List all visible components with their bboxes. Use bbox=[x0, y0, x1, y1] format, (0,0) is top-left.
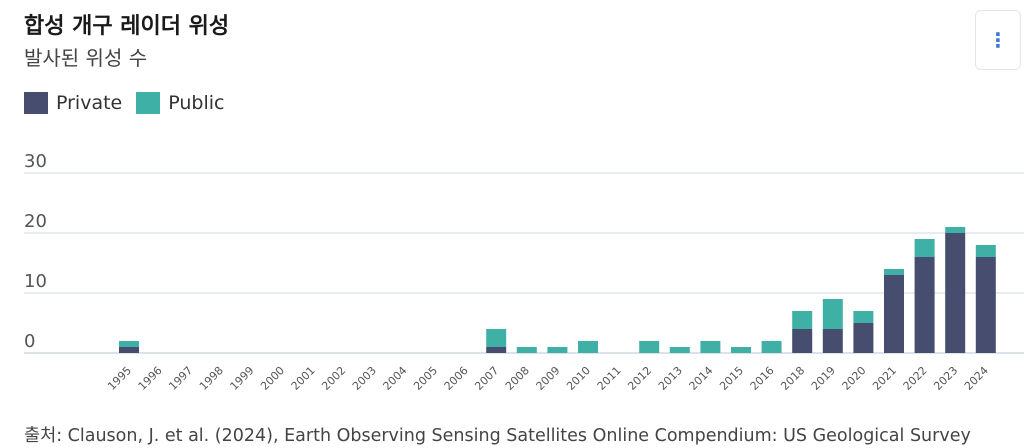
bar-public-2012 bbox=[639, 341, 660, 353]
bar-public-2013 bbox=[669, 347, 690, 353]
x-tick-label-2022: 2022 bbox=[901, 364, 930, 393]
bar-public-2009 bbox=[547, 347, 568, 353]
bar-public-2007 bbox=[486, 329, 507, 347]
legend-item-private[interactable]: Private bbox=[24, 92, 122, 114]
x-tick-label-2021: 2021 bbox=[870, 364, 899, 393]
bar-public-1995 bbox=[119, 341, 139, 347]
x-tick-label-2005: 2005 bbox=[411, 364, 440, 393]
x-tick-label-2015: 2015 bbox=[717, 364, 746, 393]
chart-legend: Private Public bbox=[24, 92, 224, 114]
bar-public-2014 bbox=[700, 341, 721, 353]
bar-private-2019 bbox=[822, 329, 843, 353]
bar-private-2020 bbox=[853, 323, 874, 353]
x-tick-label-2020: 2020 bbox=[840, 364, 869, 393]
x-tick-label-2002: 2002 bbox=[319, 364, 348, 393]
bar-public-2023 bbox=[945, 227, 966, 233]
bar-public-2016 bbox=[761, 341, 782, 353]
source-note: 출처: Clauson, J. et al. (2024), Earth Obs… bbox=[24, 426, 971, 446]
x-tick-label-2016: 2016 bbox=[748, 364, 777, 393]
bar-public-2015 bbox=[731, 347, 751, 353]
bar-public-2022 bbox=[914, 239, 935, 257]
chart-subtitle: 발사된 위성 수 bbox=[24, 46, 148, 70]
x-tick-label-1999: 1999 bbox=[228, 364, 257, 393]
x-tick-label-2006: 2006 bbox=[442, 364, 471, 393]
legend-label-public: Public bbox=[168, 92, 225, 114]
bar-public-2010 bbox=[578, 341, 598, 353]
legend-label-private: Private bbox=[56, 92, 123, 114]
x-tick-label-1997: 1997 bbox=[166, 364, 195, 393]
x-tick-label-1998: 1998 bbox=[197, 364, 226, 393]
x-tick-label-2001: 2001 bbox=[289, 364, 318, 393]
x-tick-label-2011: 2011 bbox=[595, 364, 624, 393]
y-tick-label-10: 10 bbox=[24, 271, 47, 292]
x-tick-label-2000: 2000 bbox=[258, 364, 287, 393]
x-tick-label-2010: 2010 bbox=[564, 364, 593, 393]
x-tick-label-2008: 2008 bbox=[503, 364, 532, 393]
bar-private-2021 bbox=[884, 275, 904, 353]
y-tick-label-20: 20 bbox=[24, 211, 47, 232]
x-tick-label-2012: 2012 bbox=[625, 364, 654, 393]
bar-private-2022 bbox=[914, 257, 935, 353]
legend-item-public[interactable]: Public bbox=[136, 92, 224, 114]
bar-public-2020 bbox=[853, 311, 874, 323]
bar-public-2018 bbox=[792, 311, 813, 329]
legend-swatch-public bbox=[136, 92, 161, 114]
more-options-button[interactable]: ⋮ bbox=[975, 10, 1021, 70]
x-tick-label-2018: 2018 bbox=[778, 364, 807, 393]
bar-private-2007 bbox=[486, 347, 507, 353]
legend-swatch-private bbox=[24, 92, 48, 114]
bar-private-2018 bbox=[792, 329, 813, 353]
bar-public-2019 bbox=[822, 299, 843, 329]
bar-public-2021 bbox=[884, 269, 904, 275]
x-tick-label-2019: 2019 bbox=[809, 364, 838, 393]
bar-public-2024 bbox=[975, 245, 996, 257]
y-tick-label-0: 0 bbox=[24, 331, 35, 352]
bar-private-2024 bbox=[975, 257, 996, 353]
x-tick-label-1996: 1996 bbox=[136, 364, 165, 393]
bar-private-1995 bbox=[119, 347, 139, 353]
x-tick-label-2023: 2023 bbox=[931, 364, 960, 393]
more-vertical-icon: ⋮ bbox=[988, 28, 1008, 52]
y-tick-label-30: 30 bbox=[24, 151, 47, 172]
x-tick-label-2003: 2003 bbox=[350, 364, 379, 393]
x-tick-label-2009: 2009 bbox=[534, 364, 563, 393]
chart-title: 합성 개구 레이더 위성 bbox=[24, 14, 230, 39]
x-tick-label-1995: 1995 bbox=[105, 364, 134, 393]
x-tick-label-2004: 2004 bbox=[381, 364, 410, 393]
bar-private-2023 bbox=[945, 233, 966, 353]
x-tick-label-2014: 2014 bbox=[687, 364, 716, 393]
x-tick-label-2013: 2013 bbox=[656, 364, 685, 393]
x-tick-label-2007: 2007 bbox=[472, 364, 501, 393]
x-tick-label-2024: 2024 bbox=[962, 364, 991, 393]
bar-public-2008 bbox=[516, 347, 537, 353]
